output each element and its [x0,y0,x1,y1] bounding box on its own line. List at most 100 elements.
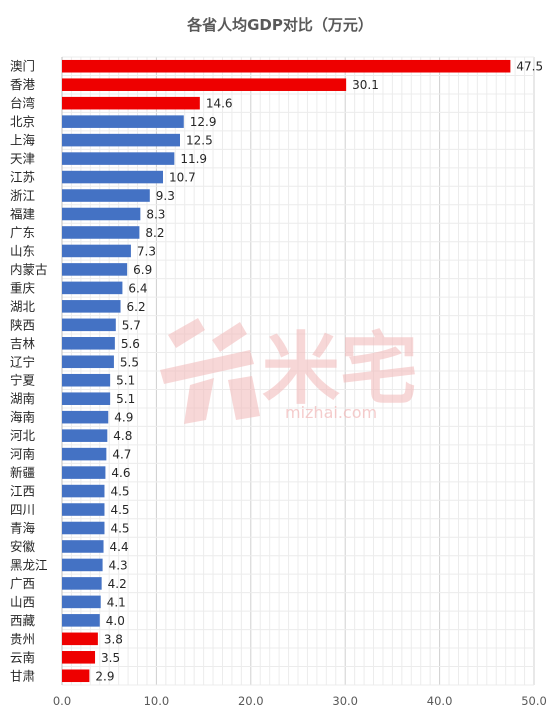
value-label: 5.6 [121,337,140,351]
category-label: 四川 [10,502,35,517]
watermark-logo-icon [160,318,260,424]
x-tick-label: 40.0 [427,694,453,708]
value-label: 11.9 [180,152,207,166]
x-tick-label: 0.0 [53,694,71,708]
bar-19 [62,392,111,405]
value-label: 8.3 [146,208,165,222]
value-label: 4.2 [108,577,127,591]
value-label: 8.2 [145,226,164,240]
category-label: 云南 [10,650,35,665]
category-label: 上海 [10,133,36,148]
category-labels: 澳门香港台湾北京上海天津江苏浙江福建广东山东内蒙古重庆湖北陕西吉林辽宁宁夏湖南海… [10,59,48,684]
value-label: 4.7 [112,448,131,462]
watermark-text: 米宅 [262,325,418,415]
category-label: 天津 [10,151,35,166]
bar-11 [62,244,131,258]
bar-13 [62,281,123,295]
bar-31 [62,614,100,627]
value-label: 12.5 [186,134,213,148]
category-label: 陕西 [10,317,35,332]
value-label: 4.1 [107,595,126,609]
watermark-url: mizhai.com [285,403,377,422]
bar-25 [62,503,105,516]
bar-3 [62,96,200,110]
value-label: 5.1 [116,392,135,406]
category-label: 河北 [10,428,36,443]
value-label: 10.7 [169,171,196,185]
category-label: 湖北 [10,299,36,314]
value-label: 4.0 [106,614,125,628]
bar-10 [62,226,140,239]
value-labels: 47.5 30.1 14.6 12.9 12.5 11.9 10.7 9.3 8.3 8.2 7.3… [95,60,543,684]
value-label: 12.9 [190,115,217,129]
bar-8 [62,189,150,202]
bar-15 [62,318,116,332]
value-label: 4.5 [110,503,129,517]
category-label: 宁夏 [10,373,36,388]
bar-30 [62,595,101,609]
value-label: 5.7 [122,318,141,332]
value-label: 4.6 [111,466,130,480]
category-label: 内蒙古 [10,262,48,277]
bar-24 [62,484,105,498]
category-label: 台湾 [10,96,35,111]
value-label: 2.9 [95,669,114,683]
category-label: 浙江 [10,188,35,203]
value-label: 3.8 [104,632,123,646]
bar-20 [62,410,109,424]
value-label: 6.4 [128,281,147,295]
category-label: 福建 [10,207,36,222]
value-label: 4.9 [114,411,133,425]
value-label: 14.6 [206,97,233,111]
value-label: 6.2 [127,300,146,314]
category-label: 海南 [10,410,35,425]
category-label: 山西 [10,594,35,609]
bar-5 [62,133,180,147]
bar-7 [62,170,164,184]
category-label: 辽宁 [10,354,35,369]
value-label: 7.3 [137,244,156,258]
bar-1 [62,59,511,73]
category-label: 安徽 [10,539,36,554]
x-tick-label: 10.0 [144,694,170,708]
chart-title: 各省人均GDP对比（万元） [186,16,373,34]
value-label: 4.4 [110,540,129,554]
bar-2 [62,78,347,91]
value-label: 3.5 [101,651,120,665]
bar-16 [62,337,115,350]
watermark: 米宅 mizhai.com [160,318,418,424]
value-label: 9.3 [156,189,175,203]
category-label: 广西 [10,576,35,591]
category-label: 甘肃 [10,668,35,683]
category-label: 江西 [10,484,35,499]
category-label: 广东 [10,225,35,240]
category-label: 香港 [10,77,36,92]
value-label: 5.1 [116,374,135,388]
bar-21 [62,429,108,442]
category-label: 湖南 [10,391,35,406]
category-label: 重庆 [10,280,36,295]
category-label: 黑龙江 [10,557,48,572]
bar-4 [62,115,184,128]
value-label: 4.5 [110,522,129,536]
value-label: 6.9 [133,263,152,277]
bar-18 [62,373,111,387]
bar-27 [62,540,104,553]
bar-32 [62,632,98,646]
category-label: 江苏 [10,170,35,185]
category-label: 新疆 [10,465,35,480]
bar-layer [62,59,511,683]
bar-22 [62,447,107,461]
x-tick-label: 30.0 [332,694,358,708]
category-label: 贵州 [10,631,35,646]
category-label: 澳门 [10,59,35,74]
category-label: 青海 [10,521,36,536]
x-axis-ticks: 0.0 10.0 20.0 30.0 40.0 50.0 [53,694,547,708]
bar-17 [62,355,114,369]
bar-26 [62,521,105,535]
value-label: 5.5 [120,355,139,369]
bar-12 [62,263,128,276]
value-label: 47.5 [516,60,543,74]
